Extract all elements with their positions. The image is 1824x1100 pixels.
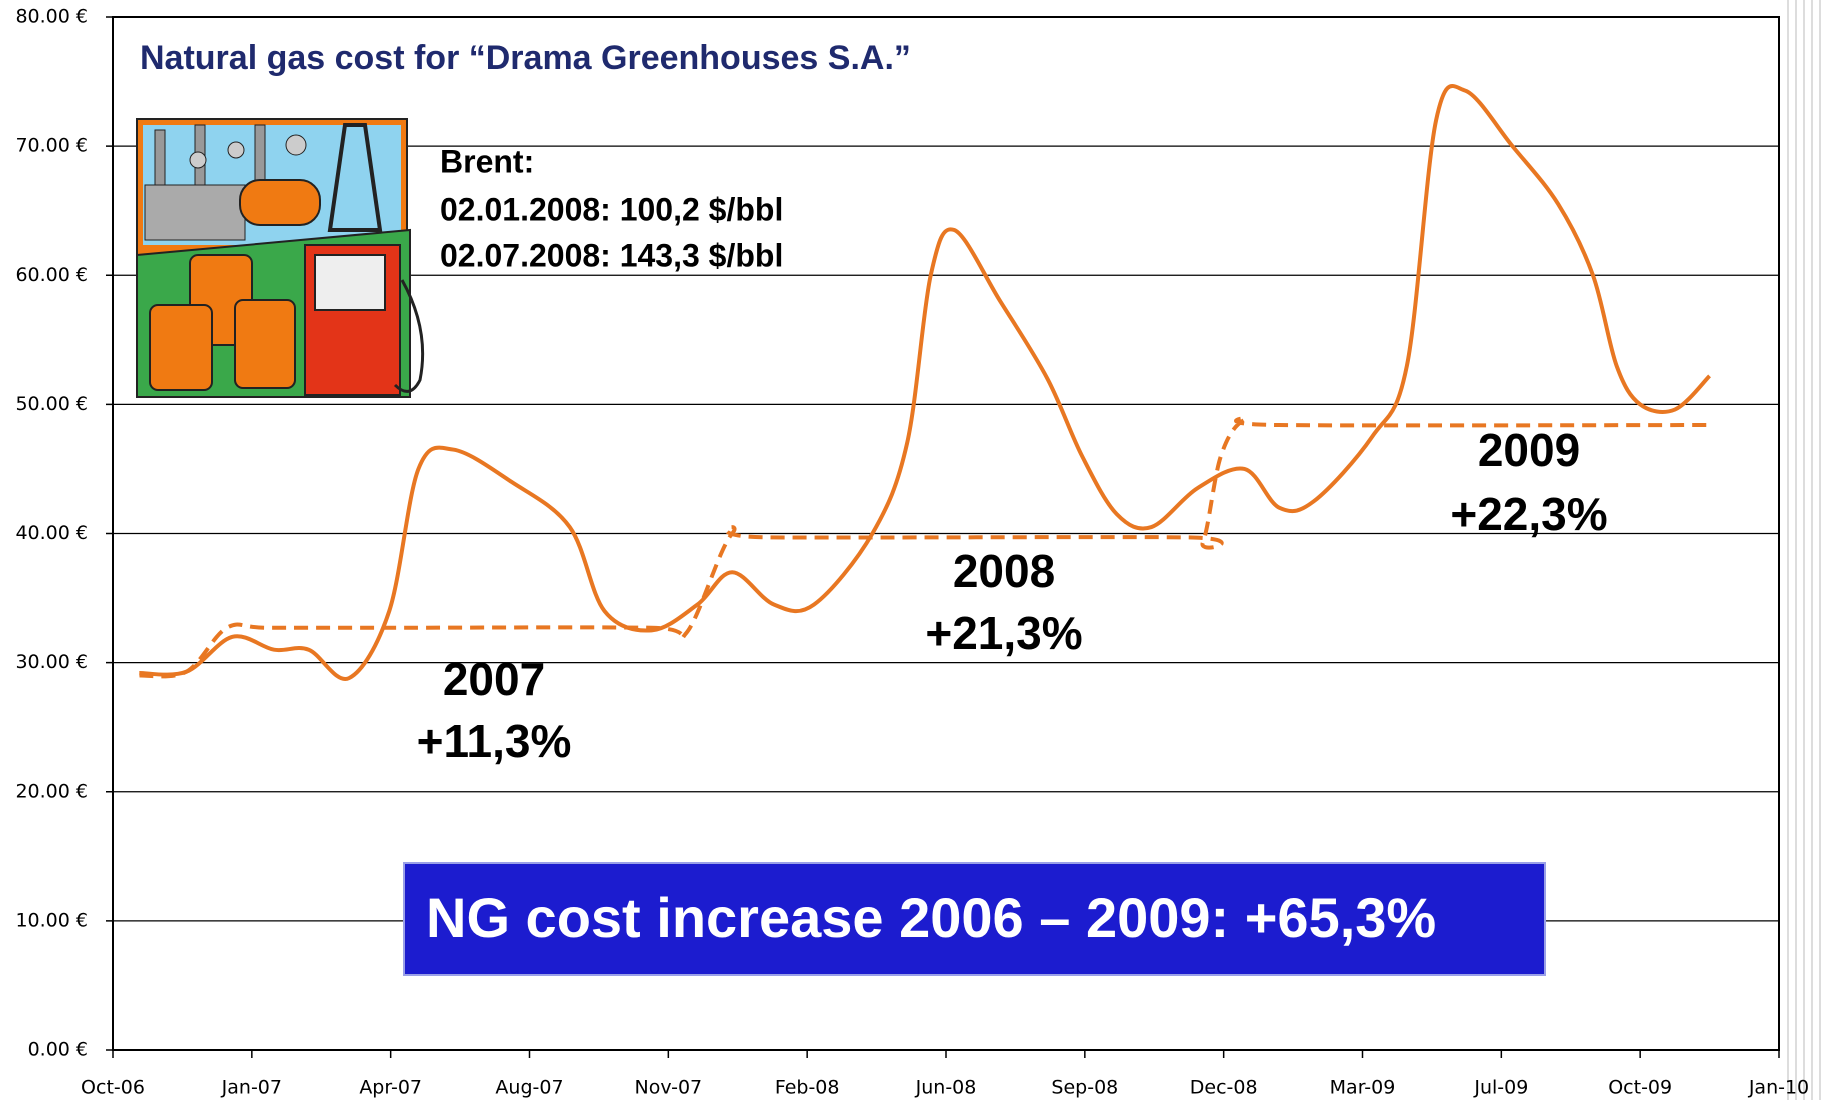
annotation: 2008	[953, 545, 1055, 597]
banner-text: NG cost increase 2006 – 2009: +65,3%	[426, 886, 1436, 949]
x-tick-label: Jan-10	[1748, 1077, 1809, 1099]
y-tick-label: 60.00 €	[15, 264, 88, 286]
y-tick-label: 40.00 €	[15, 522, 88, 544]
y-tick-label: 30.00 €	[15, 651, 88, 673]
x-tick-label: Dec-08	[1190, 1077, 1258, 1099]
x-tick-label: Jul-09	[1473, 1077, 1528, 1099]
page: {"chart_data": { "type": "line", "title"…	[0, 0, 1824, 1100]
x-tick-label: Nov-07	[635, 1077, 703, 1099]
y-tick-label: 70.00 €	[15, 135, 88, 157]
annotation: +11,3%	[417, 715, 572, 767]
x-tick-label: Oct-06	[81, 1077, 145, 1099]
stripes	[1788, 0, 1820, 1100]
annotation: 2007	[443, 653, 545, 705]
y-tick-label: 0.00 €	[28, 1039, 88, 1061]
x-tick-label: Apr-07	[359, 1077, 422, 1099]
x-tick-label: Mar-09	[1330, 1077, 1396, 1099]
x-tick-label: Oct-09	[1608, 1077, 1672, 1099]
x-tick-label: Sep-08	[1051, 1077, 1118, 1099]
chart-title: Natural gas cost for “Drama Greenhouses …	[140, 39, 911, 77]
clipart	[137, 119, 423, 397]
x-tick-label: Jan-07	[221, 1077, 282, 1099]
y-tick-label: 10.00 €	[15, 909, 88, 931]
x-tick-label: Aug-07	[495, 1077, 563, 1099]
note-line: 02.01.2008: 100,2 $/bbl	[440, 191, 783, 227]
note-line: 02.07.2008: 143,3 $/bbl	[440, 237, 783, 273]
y-tick-label: 80.00 €	[15, 6, 88, 28]
x-tick-label: Jun-08	[915, 1077, 977, 1099]
y-tick-label: 50.00 €	[15, 393, 88, 415]
y-tick-label: 20.00 €	[15, 780, 88, 802]
annotation: 2009	[1478, 424, 1580, 476]
annotation: +22,3%	[1450, 488, 1607, 540]
annotation: +21,3%	[925, 607, 1082, 659]
note-line: Brent:	[440, 143, 534, 179]
chart: 0.00 € 10.00 € 20.00 € 30.00 € 40.00 € 50.00 …	[0, 0, 1824, 1100]
x-tick-label: Feb-08	[775, 1077, 840, 1099]
